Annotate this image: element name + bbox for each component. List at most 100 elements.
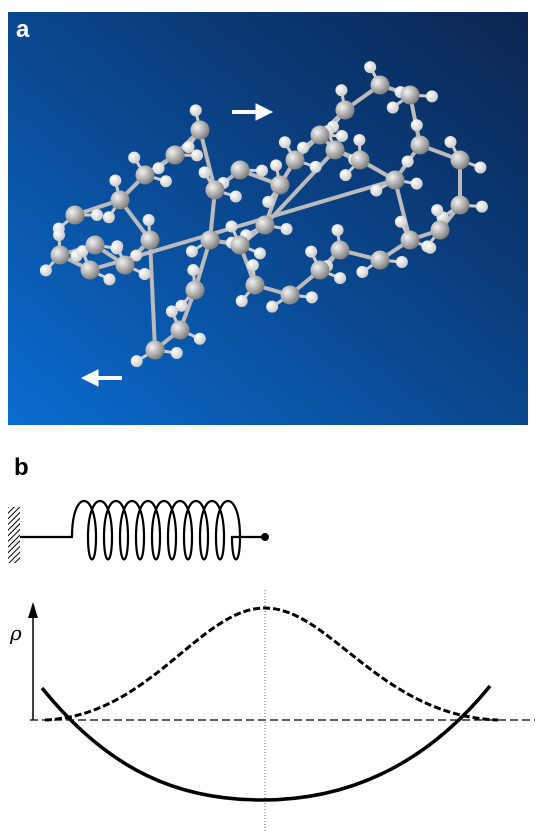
hydrogen-atom [194, 333, 206, 345]
panel-label: a [16, 16, 30, 43]
hydrogen-atom [103, 211, 115, 223]
hydrogen-atom [310, 161, 322, 173]
hydrogen-atom [402, 156, 414, 168]
hydrogen-atom [270, 159, 282, 171]
hydrogen-atom [236, 295, 248, 307]
hydrogen-atom [153, 162, 165, 174]
hydrogen-atom [305, 246, 317, 258]
carbon-atom [111, 191, 130, 210]
hydrogen-atom [306, 291, 318, 303]
carbon-atom [271, 176, 290, 195]
carbon-atom [336, 101, 355, 120]
carbon-atom [431, 221, 450, 240]
hydrogen-atom [340, 169, 352, 181]
carbon-atom [256, 216, 275, 235]
hydrogen-atom [131, 355, 143, 367]
hydrogen-atom [476, 201, 488, 213]
carbon-atom [201, 231, 220, 250]
carbon-atom [171, 321, 190, 340]
spring-end [261, 533, 269, 541]
hydrogen-atom [160, 175, 172, 187]
panel-label: b [14, 454, 29, 481]
wall [8, 507, 20, 563]
hydrogen-atom [426, 90, 438, 102]
carbon-atom [326, 141, 345, 160]
hydrogen-atom [187, 264, 199, 276]
hydrogen-atom [256, 165, 268, 177]
carbon-atom [206, 181, 225, 200]
hydrogen-atom [186, 245, 198, 257]
hydrogen-atom [334, 272, 346, 284]
figure: a b ρ [0, 0, 535, 831]
hydrogen-atom [247, 259, 259, 271]
carbon-atom [81, 261, 100, 280]
hydrogen-atom [411, 119, 423, 131]
carbon-atom [351, 151, 370, 170]
carbon-atom [281, 286, 300, 305]
hydrogen-atom [353, 134, 365, 146]
carbon-atom [286, 151, 305, 170]
carbon-atom [401, 86, 420, 105]
hydrogen-atom [40, 264, 52, 276]
hydrogen-atom [395, 216, 407, 228]
hydrogen-atom [474, 161, 486, 173]
hydrogen-atom [424, 242, 436, 254]
carbon-atom [451, 151, 470, 170]
carbon-atom [186, 281, 205, 300]
hydrogen-atom [364, 61, 376, 73]
hydrogen-atom [183, 141, 195, 153]
hydrogen-atom [190, 104, 202, 116]
hydrogen-atom [230, 191, 242, 203]
carbon-atom [411, 136, 430, 155]
carbon-atom [371, 251, 390, 270]
hydrogen-atom [279, 136, 291, 148]
carbon-atom [231, 236, 250, 255]
hydrogen-atom [53, 229, 65, 241]
carbon-atom [246, 276, 265, 295]
density-curve [45, 608, 498, 720]
hydrogen-atom [166, 305, 178, 317]
hydrogen-atom [91, 209, 103, 221]
carbon-atom [231, 161, 250, 180]
carbon-atom [311, 261, 330, 280]
carbon-atom [166, 146, 185, 165]
hydrogen-atom [396, 256, 408, 268]
carbon-atom [136, 166, 155, 185]
hydrogen-atom [139, 268, 151, 280]
hydrogen-atom [411, 178, 423, 190]
carbon-atom [116, 256, 135, 275]
carbon-atom [66, 206, 85, 225]
hydrogen-atom [431, 204, 443, 216]
carbon-atom [451, 196, 470, 215]
hydrogen-atom [226, 221, 238, 233]
carbon-atom [371, 76, 390, 95]
hydrogen-atom [199, 166, 211, 178]
carbon-atom [331, 241, 350, 260]
hydrogen-atom [336, 130, 348, 142]
hydrogen-atom [266, 301, 278, 313]
carbon-atom [311, 126, 330, 145]
carbon-atom [86, 236, 105, 255]
y-axis-label: ρ [9, 621, 22, 645]
carbon-atom [51, 246, 70, 265]
hydrogen-atom [281, 223, 293, 235]
hydrogen-atom [111, 242, 123, 254]
carbon-atom [141, 231, 160, 250]
hydrogen-atom [171, 347, 183, 359]
hydrogen-atom [445, 136, 457, 148]
y-axis-arrow [28, 602, 38, 618]
hydrogen-atom [103, 273, 115, 285]
hydrogen-atom [356, 266, 368, 278]
carbon-atom [191, 121, 210, 140]
hydrogen-atom [128, 152, 140, 164]
hydrogen-atom [254, 247, 266, 259]
hydrogen-atom [262, 196, 274, 208]
carbon-atom [401, 231, 420, 250]
hydrogen-atom [332, 224, 344, 236]
hydrogen-atom [109, 174, 121, 186]
hydrogen-atom [335, 84, 347, 96]
carbon-atom [386, 171, 405, 190]
hydrogen-atom [370, 185, 382, 197]
spring [20, 501, 265, 560]
hydrogen-atom [387, 101, 399, 113]
